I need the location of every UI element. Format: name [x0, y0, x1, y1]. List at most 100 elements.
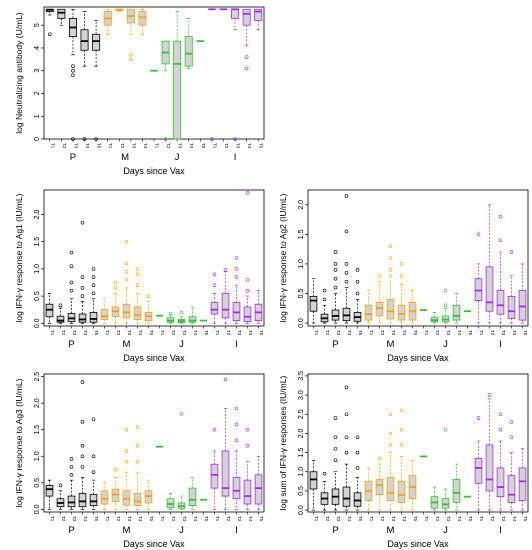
box-body — [507, 296, 516, 319]
x-tick-label: T3 — [127, 330, 132, 336]
x-tick-label: T4 — [248, 330, 253, 336]
outlier-point — [476, 232, 481, 237]
y-axis-label: log IFN-γ response to Ag2 (IU/mL) — [278, 193, 288, 322]
outlier-point — [399, 273, 404, 278]
box-J-T2: T2 — [166, 493, 176, 522]
box-I-T4: T4 — [243, 427, 253, 522]
x-tick-label: T1 — [369, 330, 374, 336]
box-J-T5: T5 — [199, 319, 209, 336]
box-I-T3: T3 — [496, 214, 506, 336]
outlier-point — [47, 32, 52, 37]
outlier-point — [244, 55, 249, 59]
box-M-T1: T1 — [100, 298, 110, 336]
outlier-point — [476, 416, 481, 420]
x-tick-label: T4 — [512, 516, 517, 522]
outlier-point — [124, 261, 129, 266]
group-label-I: I — [235, 339, 238, 350]
y-tick-label: 0.5 — [298, 486, 305, 496]
plot-frame — [43, 373, 265, 513]
box-body — [100, 490, 109, 505]
outlier-point — [69, 280, 74, 285]
box-I-T2: T2 — [221, 268, 231, 336]
x-tick-label: T5 — [259, 516, 264, 522]
outlier-point — [135, 283, 140, 288]
x-tick-label: T3 — [391, 516, 396, 522]
outlier-point — [509, 420, 514, 424]
y-tick-label: 1.5 — [34, 425, 41, 435]
group-label-M: M — [123, 339, 131, 350]
box-body — [518, 290, 527, 321]
box-body — [92, 33, 101, 51]
box-body — [496, 467, 505, 498]
box-J-T3: T3 — [173, 11, 183, 149]
box-J-T4: T4 — [452, 293, 462, 336]
outlier-point — [135, 459, 140, 464]
group-label-I: I — [499, 339, 502, 350]
box-body — [485, 444, 494, 492]
box-body — [221, 292, 230, 319]
box-I-T4: T4 — [243, 190, 253, 336]
outlier-point — [80, 443, 85, 448]
box-body — [254, 474, 263, 505]
x-tick-label: T4 — [193, 516, 198, 522]
outlier-point — [333, 276, 338, 281]
box-I-T2: T2 — [485, 393, 495, 522]
y-tick-label: 3.5 — [298, 371, 305, 381]
x-tick-label: T2 — [380, 330, 385, 336]
x-tick-label: T4 — [83, 330, 88, 336]
y-tick-label: 1.0 — [34, 264, 41, 274]
x-tick-label: T4 — [347, 330, 352, 336]
outlier-point — [69, 288, 74, 293]
outlier-point — [355, 466, 360, 470]
box-body — [133, 493, 142, 507]
x-tick-label: T3 — [72, 330, 77, 336]
x-tick-label: T2 — [171, 516, 176, 522]
x-tick-label: T3 — [336, 330, 341, 336]
box-body — [57, 8, 66, 19]
outlier-point — [245, 427, 250, 432]
box-P-T5: T5 — [353, 268, 363, 336]
outlier-point — [333, 458, 338, 463]
outlier-point — [82, 137, 87, 141]
box-body — [173, 40, 182, 140]
x-tick-label: T1 — [369, 516, 374, 522]
x-tick-label: T2 — [490, 330, 495, 336]
outlier-point — [80, 454, 85, 459]
box-J-T4: T4 — [184, 18, 194, 149]
box-I-T3: T3 — [496, 412, 506, 522]
box-I-T3: T3 — [232, 406, 242, 522]
y-axis-label: log sum of IFN-γ responses (IU/mL) — [278, 376, 288, 511]
outlier-point — [80, 419, 85, 424]
x-tick-label: T2 — [171, 330, 176, 336]
box-J-T2: T2 — [166, 311, 176, 336]
box-M-T2: T2 — [375, 456, 385, 522]
outlier-point — [212, 427, 217, 432]
outlier-point — [388, 268, 393, 272]
x-tick-label: T3 — [131, 143, 136, 149]
outlier-point — [487, 393, 492, 397]
outlier-point — [91, 454, 96, 459]
outlier-point — [129, 52, 133, 57]
outlier-point — [80, 286, 85, 290]
box-body — [309, 471, 318, 490]
y-axis-label: log IFN-γ response to Ag1 (IU/mL) — [14, 193, 24, 322]
x-tick-label: T2 — [490, 516, 495, 522]
outlier-point — [69, 465, 74, 469]
box-body — [353, 492, 362, 507]
x-tick-label: T5 — [358, 516, 363, 522]
x-tick-label: T4 — [457, 330, 462, 336]
x-tick-label: T2 — [226, 516, 231, 522]
outlier-point — [94, 137, 98, 141]
x-tick-label: T1 — [212, 143, 217, 149]
outlier-point — [245, 277, 250, 282]
outlier-point — [399, 408, 404, 413]
box-I-T4: T4 — [507, 250, 517, 336]
x-tick-label: T3 — [336, 516, 341, 522]
outlier-point — [234, 267, 239, 271]
x-tick-label: T5 — [358, 330, 363, 336]
outlier-point — [91, 291, 96, 296]
box-P-T2: T2 — [56, 303, 66, 336]
x-tick-label: T3 — [237, 330, 242, 336]
box-body — [80, 29, 89, 51]
box-M-T3: T3 — [386, 412, 396, 522]
